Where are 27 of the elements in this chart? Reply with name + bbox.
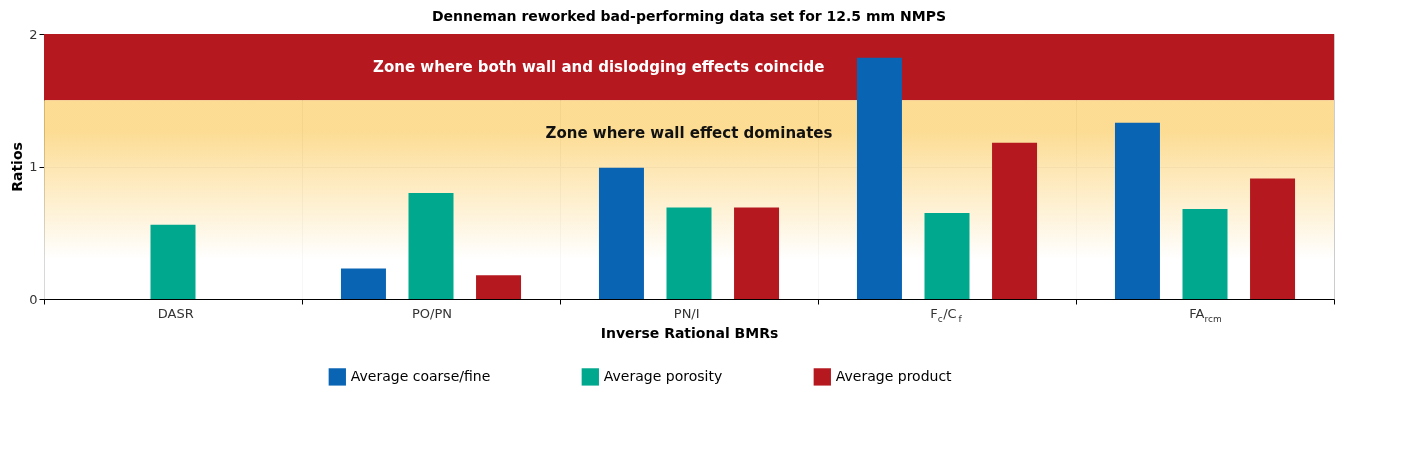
bar <box>150 224 196 299</box>
bar <box>666 207 712 299</box>
bar <box>476 275 522 299</box>
bar <box>408 193 454 299</box>
bar <box>340 268 386 299</box>
bar <box>598 167 644 299</box>
x-axis-title: Inverse Rational BMRs <box>600 325 779 341</box>
chart-title: Denneman reworked bad-performing data set for 12.5 mm NMPS <box>431 8 947 24</box>
band-label: Zone where both wall and dislodging effects coincide <box>373 58 825 77</box>
legend-label: Average porosity <box>603 367 723 384</box>
bar <box>992 142 1038 299</box>
y-tick-label: 1 <box>29 159 38 174</box>
y-axis-title: Ratios <box>9 142 26 192</box>
bar <box>1250 178 1296 299</box>
y-tick-label: 0 <box>29 291 38 307</box>
band-label: Zone where wall effect dominates <box>545 124 833 143</box>
x-tick-label: DASR <box>157 306 194 321</box>
x-tick-label: PO/PN <box>412 306 453 321</box>
x-tick-label: PN/I <box>673 306 700 321</box>
legend-label: Average product <box>835 367 953 384</box>
legend-label: Average coarse/fine <box>350 367 491 384</box>
y-tick-label: 2 <box>29 26 38 42</box>
bar <box>1114 122 1160 299</box>
bar <box>924 212 970 299</box>
bar <box>856 57 902 299</box>
bar <box>1182 208 1228 299</box>
bar <box>734 207 780 299</box>
